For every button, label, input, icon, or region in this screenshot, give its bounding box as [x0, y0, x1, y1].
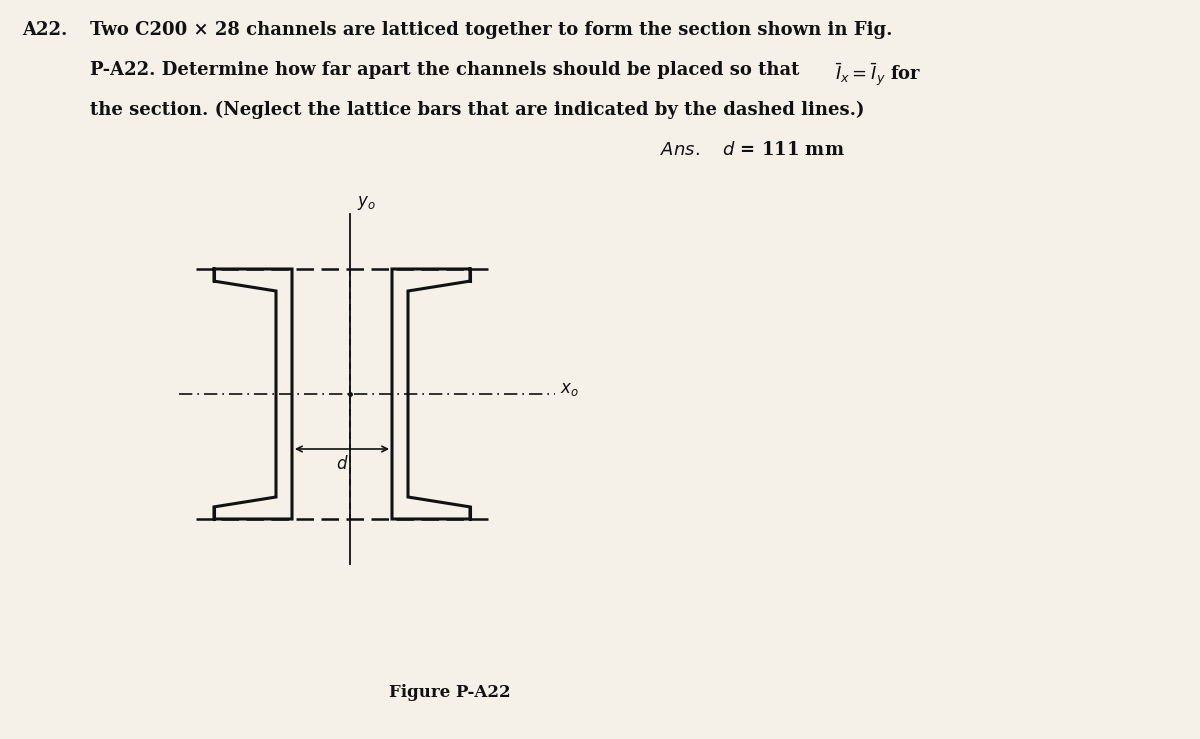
Text: $y_o$: $y_o$ — [358, 194, 376, 212]
Text: $\mathit{Ans.}$   $d$ = 111 mm: $\mathit{Ans.}$ $d$ = 111 mm — [660, 141, 845, 159]
Text: the section. (Neglect the lattice bars that are indicated by the dashed lines.): the section. (Neglect the lattice bars t… — [90, 101, 864, 119]
Text: $\bar{I}_x = \bar{I}_y$ for: $\bar{I}_x = \bar{I}_y$ for — [835, 61, 922, 88]
Text: $x_o$: $x_o$ — [560, 381, 578, 398]
Text: Two C200 × 28 channels are latticed together to form the section shown in Fig.: Two C200 × 28 channels are latticed toge… — [90, 21, 893, 39]
Text: P-A22. Determine how far apart the channels should be placed so that: P-A22. Determine how far apart the chann… — [90, 61, 799, 79]
Text: $d$: $d$ — [336, 455, 348, 473]
Text: Figure P-A22: Figure P-A22 — [389, 684, 511, 701]
Text: A22.: A22. — [22, 21, 67, 39]
